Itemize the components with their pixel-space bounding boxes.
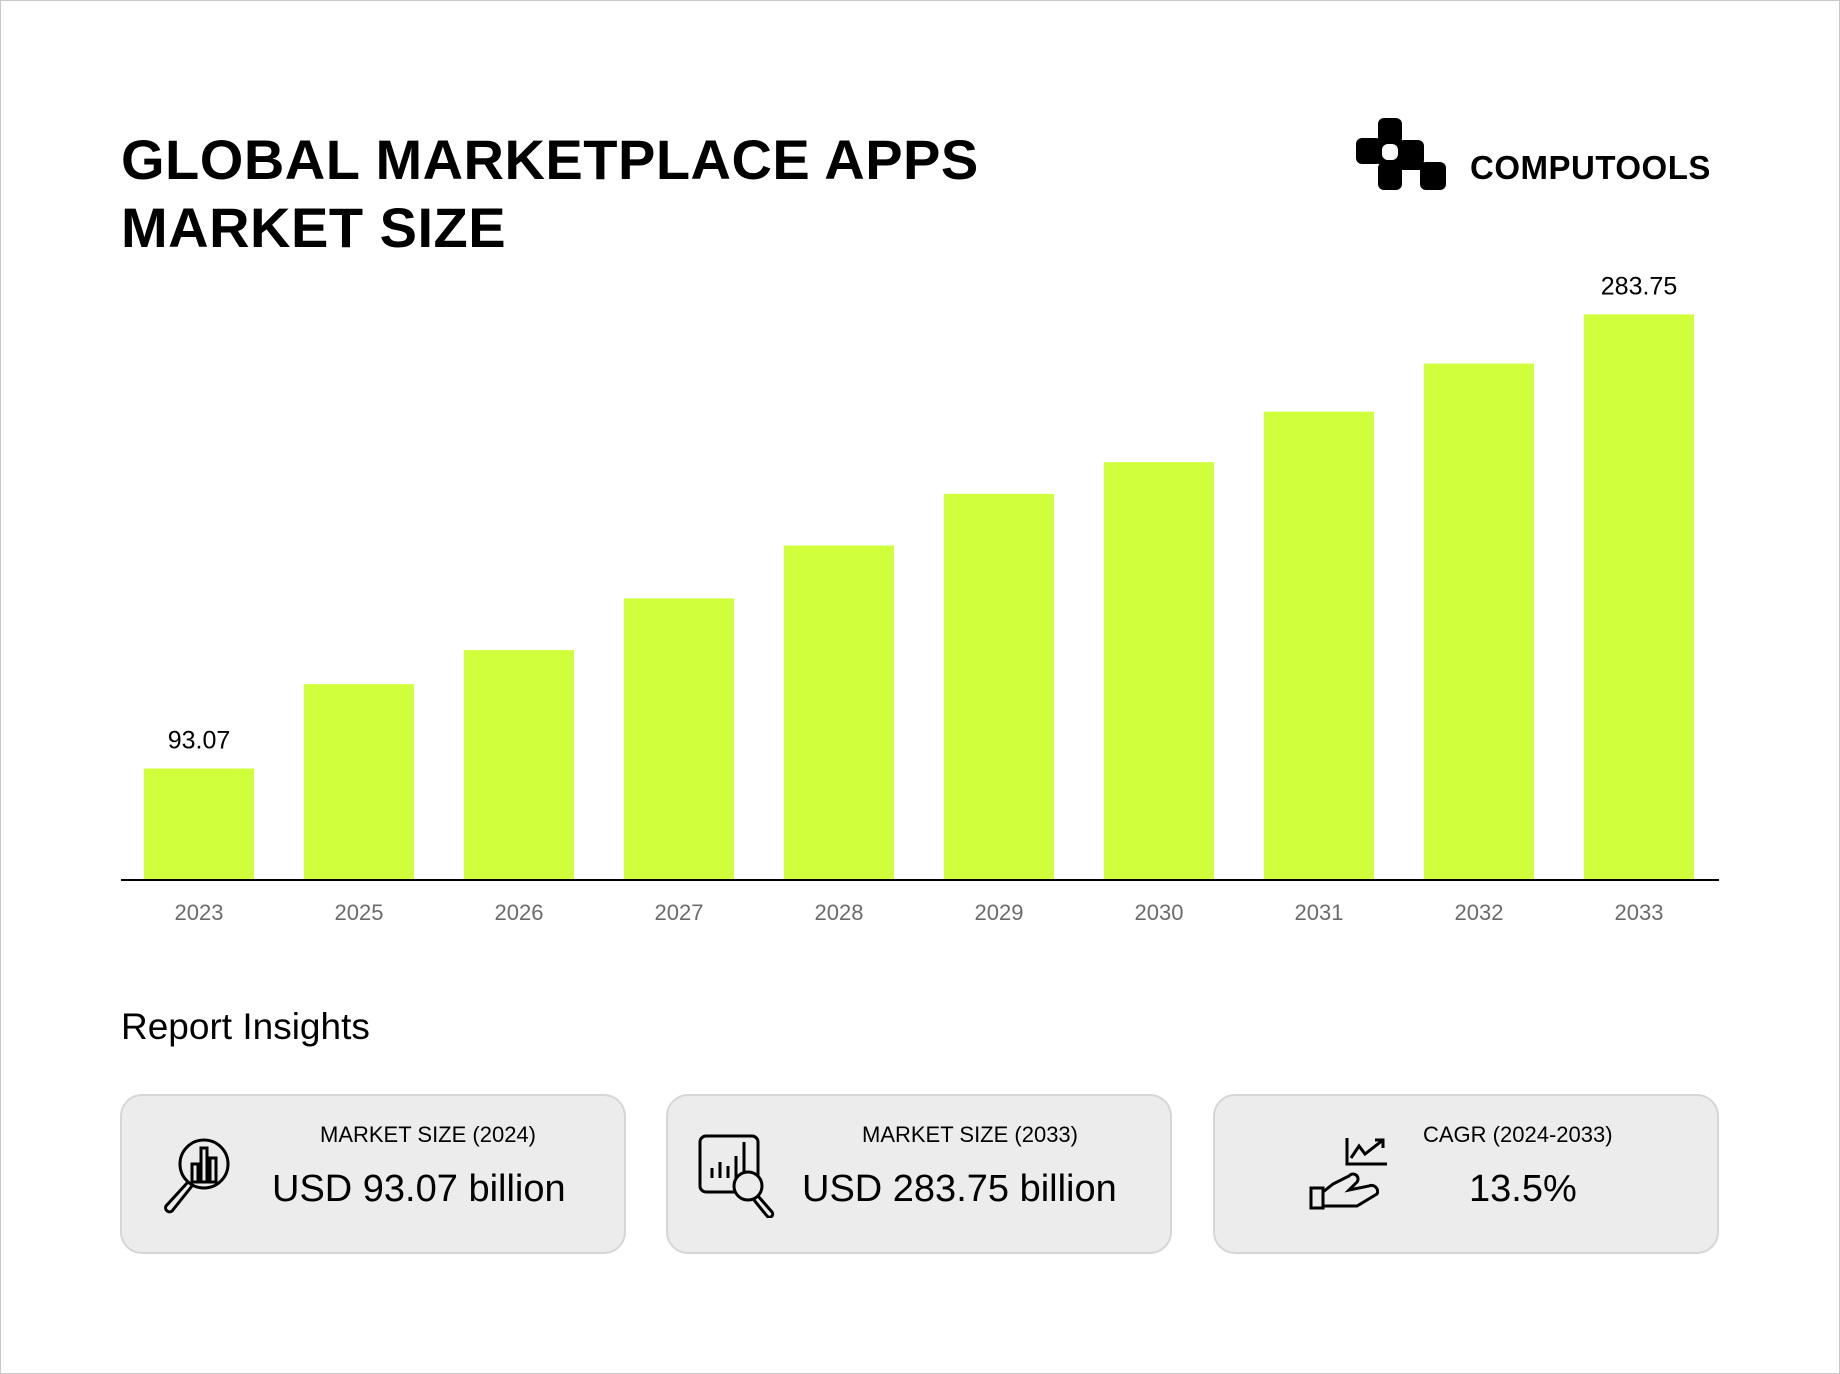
computools-logo-icon	[1356, 118, 1446, 190]
x-tick-label: 2026	[495, 900, 544, 925]
brand-name: COMPUTOOLS	[1470, 149, 1711, 186]
x-tick-label: 2030	[1135, 900, 1184, 925]
x-tick-label: 2032	[1455, 900, 1504, 925]
bar-2026	[464, 650, 574, 880]
bar-chart: 2023 93.07 2025 2026 2027 2028 2029 2030 2031 203…	[121, 272, 1719, 925]
x-tick-label: 2027	[655, 900, 704, 925]
bar-2023	[144, 768, 254, 880]
brand-logo: COMPUTOOLS	[1356, 118, 1711, 192]
data-label: 93.07	[168, 727, 231, 755]
bar-2032	[1424, 363, 1534, 880]
insights-title: Report Insights	[121, 1006, 370, 1047]
insight-card-market-size-2024: MARKET SIZE (2024) USD 93.07 billion	[120, 1094, 626, 1254]
bar-2033	[1584, 314, 1694, 880]
x-tick-label: 2031	[1295, 900, 1344, 925]
insight-card-cagr: CAGR (2024-2033) 13.5%	[1213, 1094, 1719, 1254]
insight-card-market-size-2033: MARKET SIZE (2033) USD 283.75 billion	[666, 1094, 1172, 1254]
hand-growth-icon	[1309, 1138, 1387, 1210]
data-label: 283.75	[1601, 272, 1677, 300]
bar-2028	[784, 545, 894, 880]
card-label: MARKET SIZE (2024)	[320, 1122, 536, 1147]
card-label: CAGR (2024-2033)	[1423, 1122, 1613, 1147]
card-value: USD 93.07 billion	[272, 1168, 566, 1210]
magnifier-chart-icon	[164, 1138, 230, 1214]
bar-2027	[624, 598, 734, 880]
page-title: GLOBAL MARKETPLACE APPS MARKET SIZE	[121, 126, 979, 262]
bar-2031	[1264, 411, 1374, 880]
x-tick-label: 2025	[335, 900, 384, 925]
x-tick-label: 2023	[175, 900, 224, 925]
chart-search-icon	[698, 1134, 775, 1218]
x-tick-label: 2033	[1615, 900, 1664, 925]
title-line-2: MARKET SIZE	[121, 196, 507, 259]
card-value: 13.5%	[1469, 1168, 1577, 1210]
bar-2030	[1104, 462, 1214, 880]
x-tick-label: 2028	[815, 900, 864, 925]
card-value: USD 283.75 billion	[802, 1168, 1117, 1210]
bar-2029	[944, 493, 1054, 880]
title-line-1: GLOBAL MARKETPLACE APPS	[121, 128, 979, 191]
x-tick-label: 2029	[975, 900, 1024, 925]
card-label: MARKET SIZE (2033)	[862, 1122, 1078, 1147]
bar-2025	[304, 684, 414, 880]
